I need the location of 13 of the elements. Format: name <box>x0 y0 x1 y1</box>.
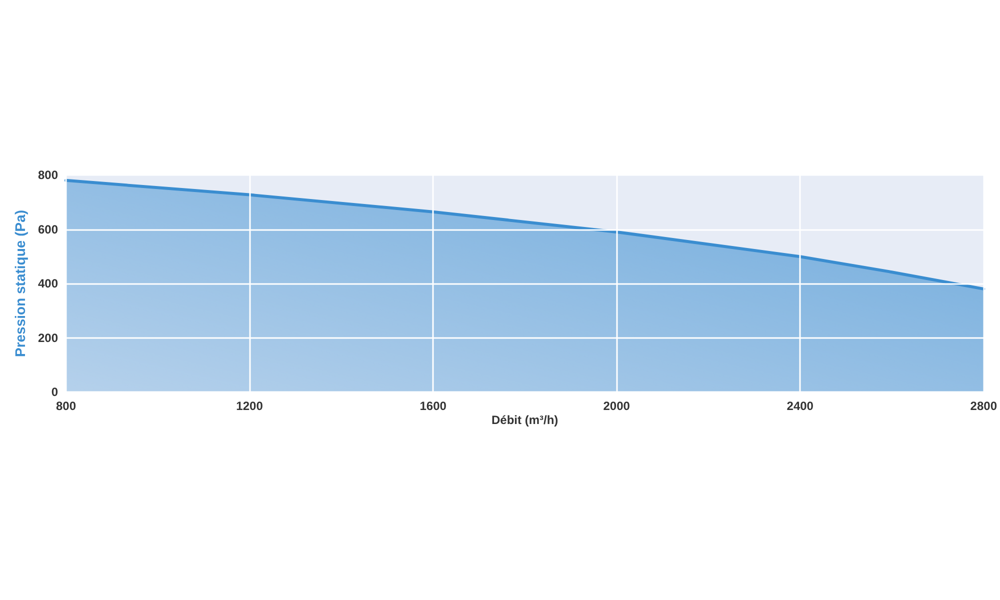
x-tick-label: 2000 <box>603 399 630 413</box>
x-axis-title: Débit (m³/h) <box>492 413 558 427</box>
x-tick-label: 1600 <box>420 399 447 413</box>
y-tick-label: 0 <box>51 385 58 399</box>
x-tick-label: 1200 <box>236 399 264 413</box>
y-tick-label: 600 <box>38 222 58 236</box>
x-tick-label: 2800 <box>970 399 998 413</box>
y-tick-label: 200 <box>38 330 58 345</box>
y-axis-title: Pression statique (Pa) <box>12 210 28 358</box>
y-tick-label: 400 <box>38 276 58 290</box>
y-tick-label: 800 <box>38 168 58 182</box>
x-tick-label: 800 <box>56 399 76 413</box>
x-tick-label: 2400 <box>786 399 814 413</box>
